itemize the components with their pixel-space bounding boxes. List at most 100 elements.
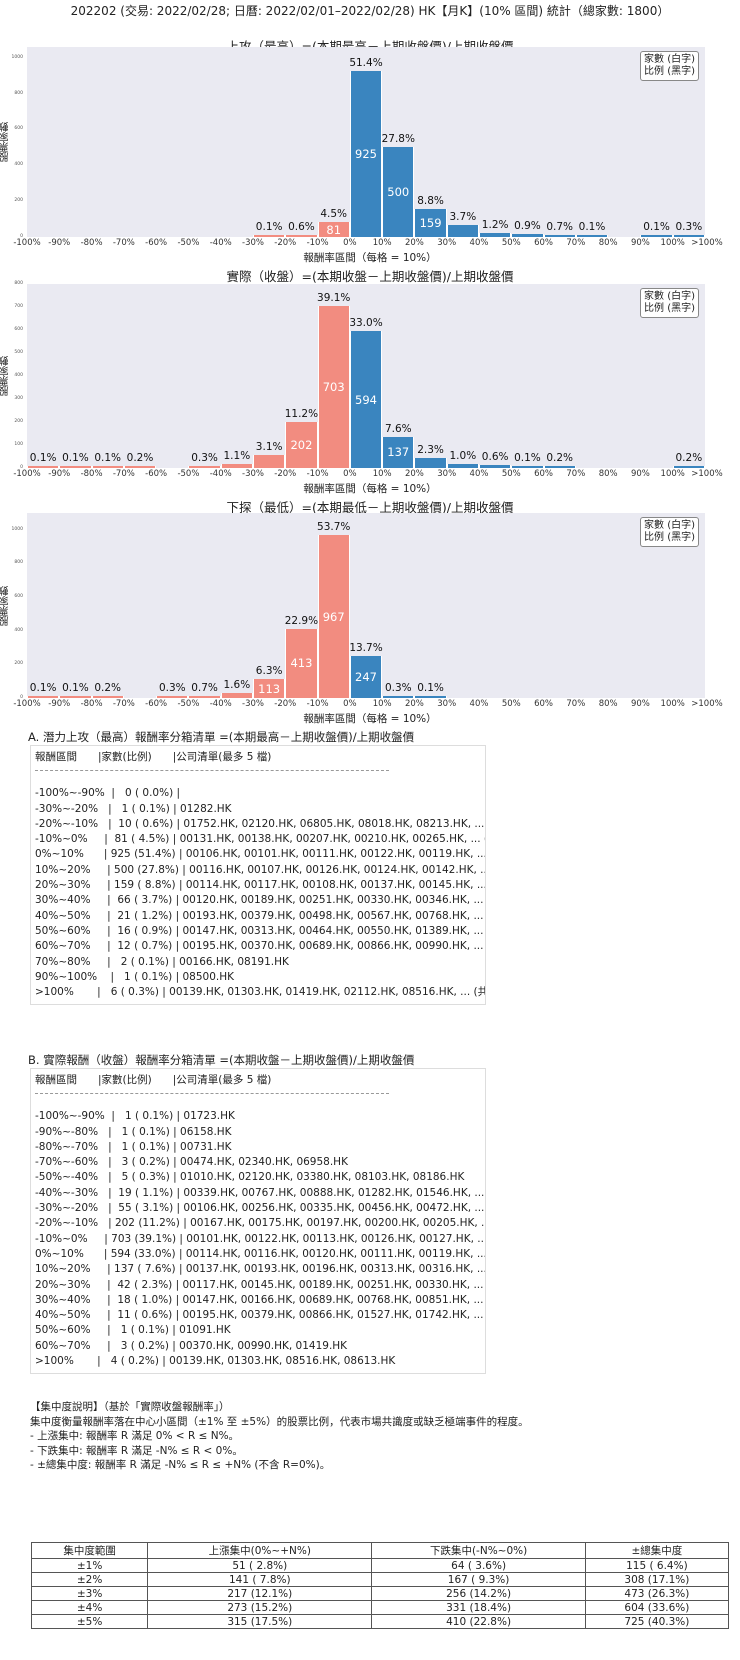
table-cell: 115 ( 6.4%): [584, 1558, 730, 1573]
x-tick: 100%: [660, 238, 685, 248]
bar-percent-label: 51.4%: [349, 57, 383, 70]
histogram-bar: 113: [253, 679, 286, 698]
bar-percent-label: 0.6%: [481, 451, 509, 464]
legend-ratio: 比例 (黑字): [644, 303, 695, 314]
table-row: ±4% 273 (15.2%) 331 (18.4%) 604 (33.6%): [30, 1600, 730, 1615]
x-tick: 30%: [437, 238, 457, 248]
x-tick: 50%: [501, 469, 521, 479]
bar-percent-label: 0.1%: [62, 452, 89, 464]
x-tick: -80%: [80, 238, 103, 248]
list-item: -10%~0% | 81 ( 4.5%) | 00131.HK, 00138.H…: [35, 833, 485, 846]
chart-title: 下探（最低）=(本期最低－上期收盤價)/上期收盤價: [226, 500, 514, 515]
x-tick: -10%: [306, 238, 329, 248]
x-tick: 10%: [372, 238, 392, 248]
divider: [35, 770, 389, 781]
table-cell: 410 (22.8%): [371, 1614, 586, 1629]
y-tick: 200: [14, 198, 23, 204]
x-tick: -50%: [177, 699, 200, 709]
bar-percent-label: 0.3%: [384, 682, 412, 694]
table-cell: 331 (18.4%): [371, 1600, 586, 1615]
x-tick: -20%: [274, 469, 297, 479]
histogram-bar: [220, 463, 253, 468]
list-item: 0%~10% | 594 (33.0%) | 00114.HK, 00116.H…: [35, 1247, 485, 1260]
x-tick: 60%: [534, 238, 554, 248]
bar-count-label: 703: [322, 380, 345, 395]
histogram-bar: 967: [317, 535, 350, 698]
table-cell: ±5%: [30, 1614, 149, 1629]
list-item: 10%~20% | 137 ( 7.6%) | 00137.HK, 00193.…: [35, 1263, 485, 1276]
list-b-title: B. 實際報酬（收盤）報酬率分箱清單 =(本期收盤－上期收盤價)/上期收盤價: [28, 1053, 415, 1067]
bar-percent-label: 0.7%: [546, 220, 574, 233]
x-tick: 20%: [404, 469, 424, 479]
header-range: 集中度範圍: [30, 1542, 149, 1559]
x-tick: 100%: [660, 699, 685, 709]
histogram-bar: [479, 233, 512, 237]
list-item: 50%~60% | 16 ( 0.9%) | 00147.HK, 00313.H…: [35, 924, 484, 937]
x-tick: -60%: [145, 699, 168, 709]
x-tick: -40%: [209, 699, 232, 709]
list-item: 10%~20% | 500 (27.8%) | 00116.HK, 00107.…: [35, 863, 485, 876]
x-tick: -60%: [145, 469, 168, 479]
bar-percent-label: 11.2%: [284, 407, 319, 420]
histogram-bar: [91, 466, 124, 468]
histogram-bar: 247: [349, 656, 383, 698]
histogram-bar: [575, 235, 609, 237]
legend-ratio: 比例 (黑字): [644, 532, 695, 543]
x-tick: -50%: [177, 469, 200, 479]
list-b-box: 報酬區間 |家數(比例) |公司清單(最多 5 檔) -100%~-90% | …: [30, 1068, 486, 1375]
histogram-bar: 925: [349, 71, 383, 237]
concentration-bullet: - 下跌集中: 報酬率 R 滿足 -N% ≤ R < 0%。: [30, 1444, 243, 1457]
histogram-bar: [123, 466, 157, 468]
list-item: >100% | 4 ( 0.2%) | 00139.HK, 01303.HK, …: [35, 1355, 396, 1368]
y-tick: 600: [14, 594, 23, 600]
x-tick: 80%: [598, 699, 618, 709]
bar-count-label: 137: [387, 445, 410, 460]
table-cell: 141 ( 7.8%): [147, 1572, 373, 1587]
histogram-bar: [446, 463, 479, 468]
histogram-bar: [543, 466, 576, 468]
x-tick: -30%: [242, 469, 264, 479]
page-title: 202202 (交易: 2022/02/28; 日曆: 2022/02/01–2…: [70, 4, 670, 18]
histogram-bar: [382, 696, 415, 698]
y-tick: 600: [14, 327, 23, 332]
bar-percent-label: 8.8%: [417, 194, 444, 207]
bar-count-label: 594: [355, 392, 377, 407]
y-tick: 300: [14, 396, 23, 401]
histogram-bar: [27, 466, 60, 468]
bar-percent-label: 0.3%: [158, 682, 186, 694]
table-cell: 256 (14.2%): [371, 1586, 586, 1601]
x-tick: 50%: [501, 699, 521, 709]
x-tick: -40%: [209, 469, 232, 479]
table-cell: ±2%: [30, 1572, 149, 1587]
bar-percent-label: 3.1%: [255, 441, 283, 454]
x-tick: 0%: [343, 238, 357, 248]
bar-count-label: 413: [290, 656, 313, 671]
bar-count-label: 202: [290, 437, 313, 452]
table-cell: 315 (17.5%): [147, 1614, 373, 1629]
histogram-bar: [253, 235, 286, 237]
plot-area: 0 200 400 600 800 1000 股票家數 0.1% 0.1% 0.2% 0.3% 0.7…: [0, 513, 723, 709]
x-tick: -70%: [112, 699, 135, 709]
list-item: -30%~-20% | 1 ( 0.1%) | 01282.HK: [35, 802, 232, 815]
histogram-bar: [59, 466, 92, 468]
bar-percent-label: 0.1%: [578, 221, 606, 233]
table-cell: 473 (26.3%): [584, 1586, 730, 1601]
x-tick: 90%: [630, 238, 650, 248]
bar-percent-label: 0.1%: [255, 221, 283, 233]
bar-percent-label: 0.1%: [643, 221, 670, 233]
list-item: 0%~10% | 925 (51.4%) | 00106.HK, 00101.H…: [35, 848, 485, 861]
x-axis-label: 報酬率區間（每格 = 10%）: [303, 713, 437, 725]
x-tick: 30%: [437, 469, 457, 479]
y-tick: 800: [14, 281, 23, 286]
bar-percent-label: 1.2%: [481, 219, 509, 232]
histogram-bar: [511, 466, 544, 468]
table-cell: 51 ( 2.8%): [147, 1558, 373, 1573]
y-tick: 500: [14, 350, 23, 355]
x-tick: -90%: [48, 238, 71, 248]
bar-percent-label: 53.7%: [317, 521, 351, 534]
histogram-bar: 81: [317, 222, 350, 237]
concentration-notes: 【集中度說明】（基於「實際收盤報酬率」） 集中度衡量報酬率落在中心小區間（±1%…: [30, 1400, 529, 1473]
x-tick: -70%: [112, 469, 135, 479]
histogram-bar: [640, 235, 673, 237]
x-tick: -30%: [242, 238, 264, 248]
